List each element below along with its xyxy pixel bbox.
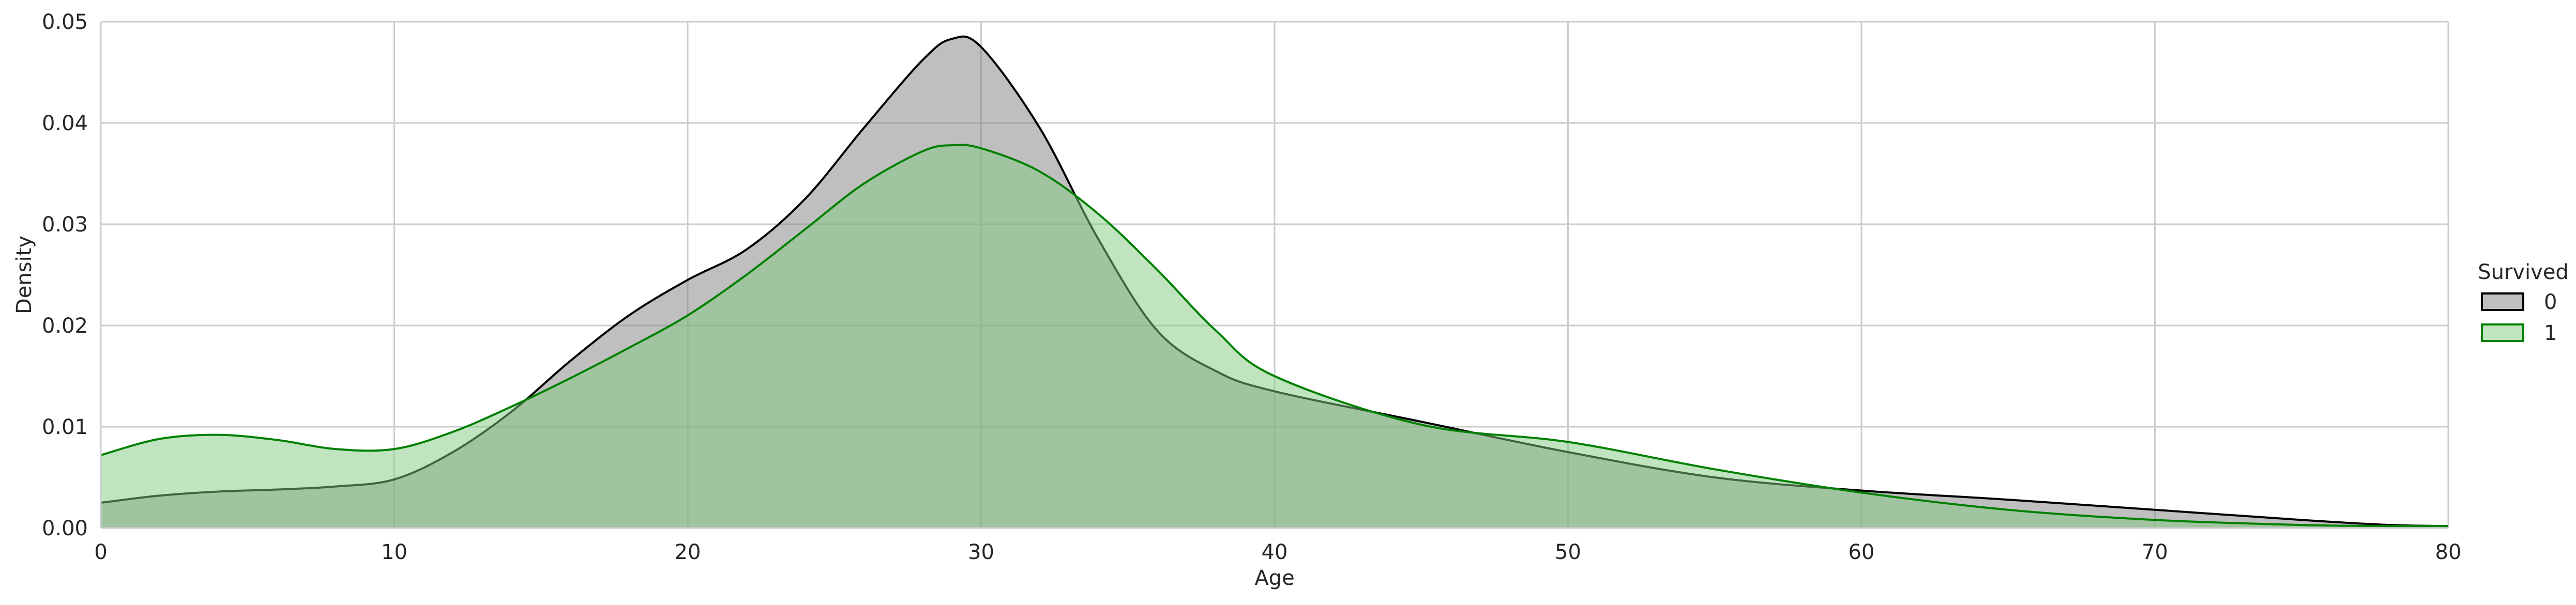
x-axis-label: Age: [1254, 566, 1294, 590]
legend-title: Survived: [2478, 260, 2569, 284]
x-tick-label-3: 30: [968, 540, 994, 564]
x-tick-label-6: 60: [1848, 540, 1875, 564]
x-tick-label-5: 50: [1555, 540, 1581, 564]
x-tick-labels: 0 10 20 30 40 50 60 70 80: [94, 540, 2461, 564]
y-tick-label-3: 0.03: [42, 213, 88, 237]
x-tick-label-7: 70: [2142, 540, 2168, 564]
y-tick-label-4: 0.04: [42, 112, 88, 135]
axes: [100, 22, 2448, 529]
density-areas: [100, 35, 2449, 529]
y-axis-label: Density: [12, 236, 36, 314]
y-tick-label-0: 0.00: [42, 517, 88, 540]
x-tick-label-8: 80: [2435, 540, 2462, 564]
x-tick-label-4: 40: [1262, 540, 1288, 564]
legend: Survived 0 1: [2478, 260, 2569, 345]
y-tick-label-2: 0.02: [42, 314, 88, 338]
x-tick-label-2: 20: [675, 540, 701, 564]
density-fill-1: [101, 145, 2448, 528]
x-tick-label-1: 10: [381, 540, 407, 564]
legend-label-1: 1: [2544, 321, 2557, 345]
density-line-1: [100, 144, 2449, 528]
legend-swatch-1: [2481, 323, 2524, 342]
legend-label-0: 0: [2544, 290, 2557, 314]
legend-swatch-0: [2481, 292, 2524, 311]
x-tick-label-0: 0: [94, 540, 107, 564]
y-tick-labels: 0.00 0.01 0.02 0.03 0.04 0.05: [42, 10, 88, 540]
y-tick-label-1: 0.01: [42, 415, 88, 439]
y-tick-label-5: 0.05: [42, 10, 88, 34]
